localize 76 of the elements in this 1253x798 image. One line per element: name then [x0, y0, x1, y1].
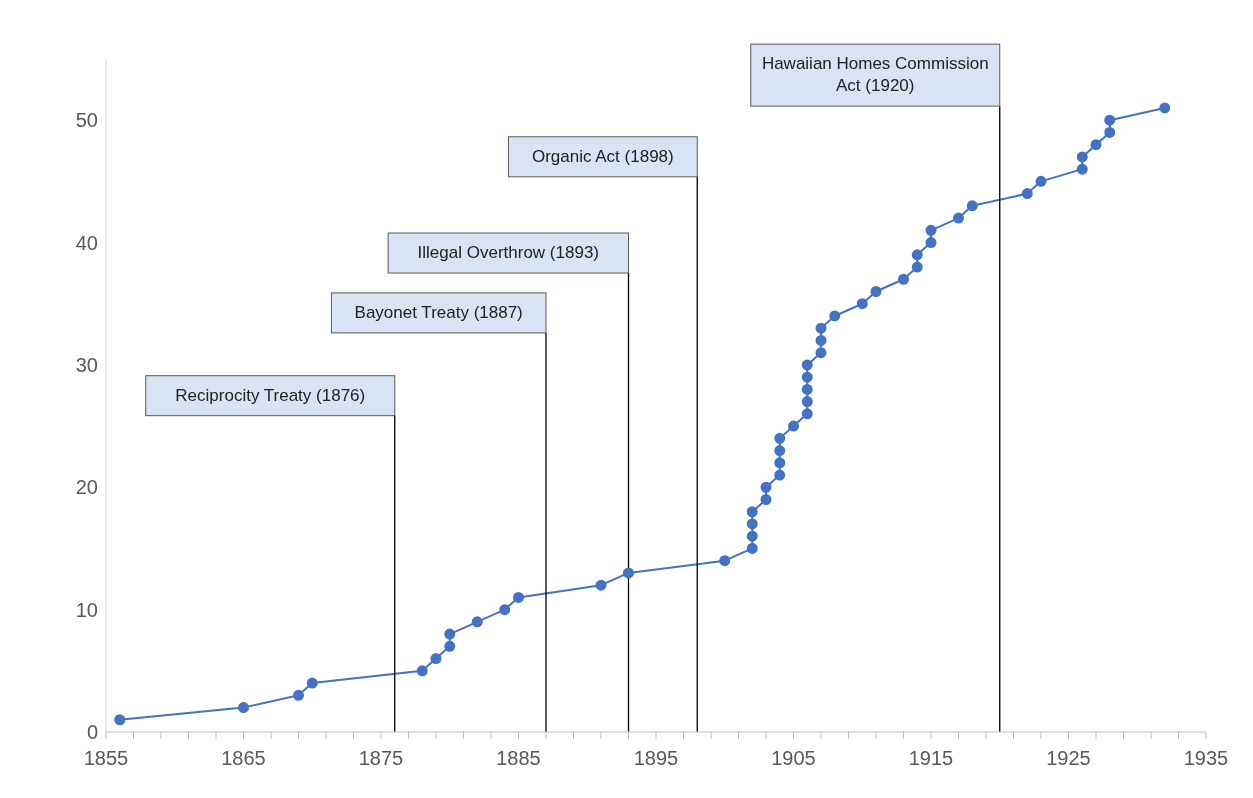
label-box: Reciprocity Treaty (1876)	[145, 375, 396, 417]
point	[911, 261, 923, 273]
y-tick-label: 20	[75, 476, 98, 499]
point	[623, 567, 634, 579]
point	[1159, 102, 1171, 114]
point	[829, 310, 841, 322]
point	[788, 420, 799, 432]
y-tick-label: 0	[86, 721, 98, 744]
point	[238, 702, 249, 714]
point	[114, 714, 126, 726]
x-tick-label: 1935	[1183, 747, 1229, 770]
point	[293, 689, 304, 701]
point	[471, 616, 483, 628]
point	[911, 249, 923, 261]
point	[1021, 188, 1033, 200]
point	[953, 212, 964, 224]
y-tick-label: 30	[75, 354, 98, 377]
point	[801, 408, 813, 420]
point	[1104, 114, 1116, 126]
y-tick-label: 50	[75, 109, 98, 132]
x-tick-label: 1895	[633, 747, 679, 770]
point	[966, 200, 978, 212]
point	[815, 347, 827, 359]
y-tick-label: 40	[75, 231, 98, 254]
point	[856, 298, 868, 310]
x-tick-label: 1905	[771, 747, 816, 770]
point	[801, 371, 813, 383]
point	[774, 445, 786, 457]
point	[774, 457, 786, 469]
point	[1090, 139, 1102, 151]
point	[801, 383, 813, 395]
point	[774, 432, 786, 444]
x-tick-label: 1865	[221, 747, 266, 770]
ref-line-label: Illegal Overthrow (1893)	[417, 243, 600, 263]
point	[306, 677, 318, 689]
point	[746, 518, 758, 530]
point	[870, 285, 882, 297]
point	[774, 469, 786, 481]
y-tick-label: 10	[75, 598, 98, 621]
point	[746, 542, 758, 554]
point	[925, 224, 937, 236]
label-box: Organic Act (1898)	[507, 136, 698, 178]
point	[719, 555, 731, 567]
point	[499, 604, 511, 616]
ref-line-label: Organic Act (1898)	[531, 146, 674, 166]
point	[801, 359, 813, 371]
point	[815, 322, 827, 334]
ref-line-label: Reciprocity Treaty (1876)	[175, 385, 366, 405]
ref-line-label: Bayonet Treaty (1887)	[354, 302, 523, 322]
ref-line-label: Hawaiian Homes Commission Act (1920)	[761, 54, 989, 96]
x-tick-label: 1855	[83, 747, 129, 770]
point	[1076, 151, 1088, 163]
point	[430, 653, 442, 665]
x-tick-label: 1915	[908, 747, 954, 770]
x-tick-label: 1875	[358, 747, 404, 770]
point	[746, 506, 758, 518]
point	[595, 579, 607, 591]
point	[898, 273, 909, 285]
point	[760, 494, 772, 506]
label-box: Hawaiian Homes Commission Act (1920)	[750, 43, 1001, 107]
point	[1076, 163, 1088, 175]
point	[746, 530, 758, 542]
label-box: Illegal Overthrow (1893)	[387, 232, 629, 274]
x-tick-label: 1885	[496, 747, 541, 770]
x-tick-label: 1925	[1046, 747, 1091, 770]
point	[801, 396, 813, 408]
label-box: Bayonet Treaty (1887)	[330, 292, 547, 334]
point	[925, 237, 937, 249]
point	[1104, 126, 1116, 138]
point	[760, 481, 772, 493]
point	[416, 665, 428, 677]
point	[815, 334, 827, 346]
point	[444, 640, 456, 652]
point	[513, 591, 524, 603]
point	[444, 628, 456, 640]
point	[1035, 175, 1047, 187]
